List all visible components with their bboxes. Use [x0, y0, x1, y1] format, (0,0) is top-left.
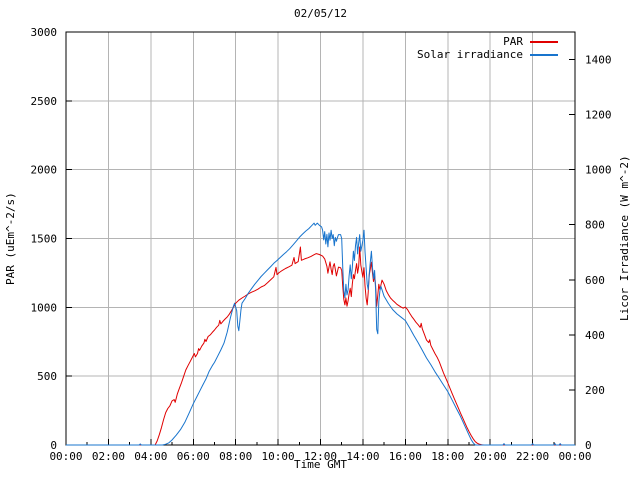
svg-text:1200: 1200	[585, 109, 612, 122]
plot-title: 02/05/12	[294, 7, 347, 20]
svg-text:10:00: 10:00	[262, 450, 295, 463]
svg-text:1000: 1000	[585, 164, 612, 177]
y-axis-title-left: PAR (uEm^-2/s)	[4, 192, 17, 285]
x-axis-title: Time GMT	[294, 458, 347, 471]
svg-text:600: 600	[585, 274, 605, 287]
svg-text:14:00: 14:00	[346, 450, 379, 463]
svg-text:20:00: 20:00	[474, 450, 507, 463]
svg-text:08:00: 08:00	[219, 450, 252, 463]
legend-line-swatch-par	[530, 40, 558, 43]
svg-text:1500: 1500	[31, 233, 58, 246]
svg-text:02:00: 02:00	[92, 450, 125, 463]
svg-text:18:00: 18:00	[431, 450, 464, 463]
svg-text:00:00: 00:00	[558, 450, 591, 463]
svg-text:3000: 3000	[31, 26, 58, 39]
legend-line-swatch-solar-irradiance	[530, 53, 558, 56]
svg-text:22:00: 22:00	[516, 450, 549, 463]
svg-text:1400: 1400	[585, 54, 612, 67]
svg-text:0: 0	[50, 439, 57, 452]
svg-text:2000: 2000	[31, 164, 58, 177]
svg-text:04:00: 04:00	[134, 450, 167, 463]
svg-text:2500: 2500	[31, 95, 58, 108]
y-axis-title-right: Licor Irradiance (W m^-2)	[618, 155, 631, 322]
legend-label-par: PAR	[503, 35, 523, 48]
svg-text:0: 0	[585, 439, 592, 452]
svg-text:06:00: 06:00	[177, 450, 210, 463]
svg-text:400: 400	[585, 329, 605, 342]
svg-text:200: 200	[585, 384, 605, 397]
legend-item-solar-irradiance: Solar irradiance	[417, 49, 558, 60]
legend-item-par: PAR	[503, 36, 558, 47]
svg-text:00:00: 00:00	[49, 450, 82, 463]
svg-text:500: 500	[37, 370, 57, 383]
legend-label-solar-irradiance: Solar irradiance	[417, 48, 523, 61]
svg-text:800: 800	[585, 219, 605, 232]
legend: PAR Solar irradiance	[417, 36, 558, 60]
svg-text:12:00: 12:00	[304, 450, 337, 463]
svg-text:1000: 1000	[31, 301, 58, 314]
svg-text:16:00: 16:00	[389, 450, 422, 463]
